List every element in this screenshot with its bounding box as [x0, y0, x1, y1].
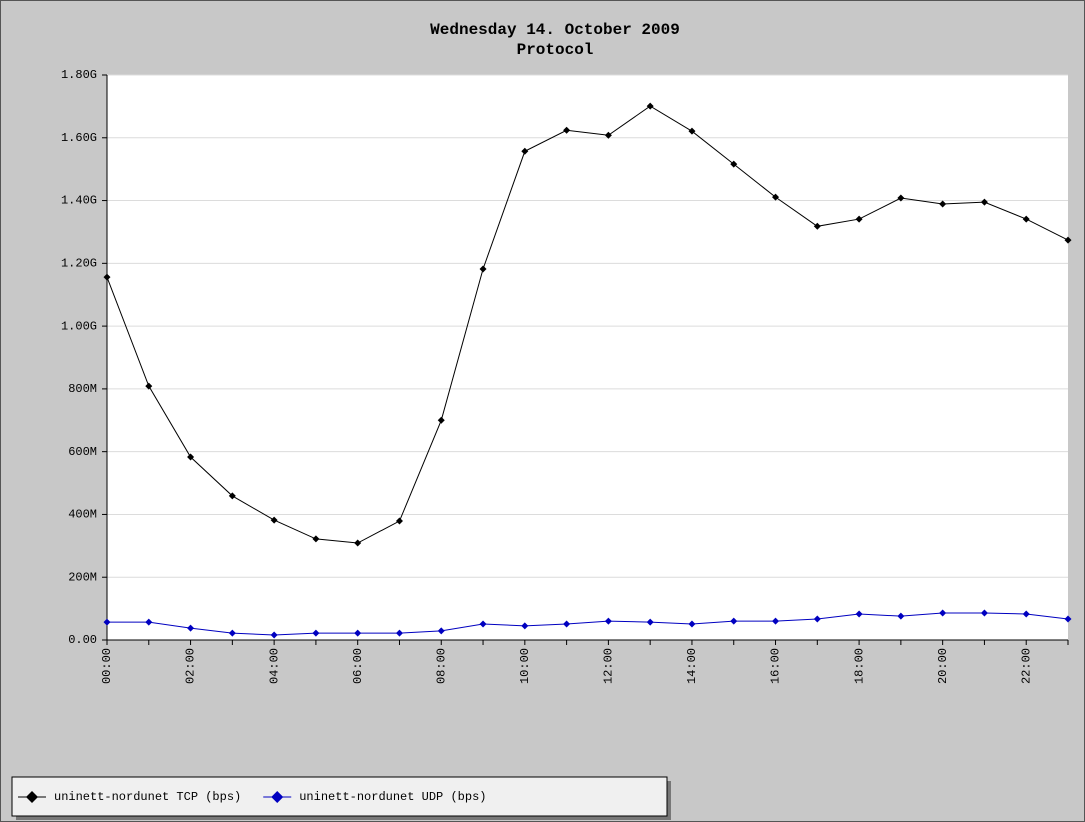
x-tick-label: 00:00	[100, 648, 114, 684]
point	[939, 200, 947, 208]
point	[855, 215, 863, 223]
legend-label: uninett-nordunet TCP (bps)	[54, 790, 241, 804]
x-tick-label: 14:00	[685, 648, 699, 684]
point	[855, 610, 863, 618]
x-tick-label: 04:00	[267, 648, 281, 684]
point	[1064, 236, 1072, 244]
chart-title: Wednesday 14. October 2009	[430, 21, 680, 39]
point	[228, 492, 236, 500]
series-line	[107, 612, 1069, 636]
y-tick-label: 1.00G	[61, 319, 97, 333]
x-tick-label: 08:00	[434, 648, 448, 684]
point	[187, 453, 195, 461]
y-tick-label: 0.00	[68, 633, 97, 647]
point	[730, 617, 738, 625]
y-tick-label: 1.60G	[61, 131, 97, 145]
point	[103, 273, 111, 281]
y-tick-label: 1.40G	[61, 194, 97, 208]
point	[604, 617, 612, 625]
point	[980, 198, 988, 206]
point	[521, 622, 529, 630]
point	[688, 127, 696, 135]
point	[521, 147, 529, 155]
point	[187, 624, 195, 632]
legend: uninett-nordunet TCP (bps) uninett-nordun…	[11, 776, 671, 820]
x-tick-label: 06:00	[351, 648, 365, 684]
point	[897, 194, 905, 202]
point	[479, 620, 487, 628]
y-tick-label: 1.80G	[61, 68, 97, 82]
point	[103, 618, 111, 626]
point	[270, 516, 278, 524]
y-tick-label: 600M	[68, 445, 97, 459]
point	[813, 222, 821, 230]
point	[479, 265, 487, 273]
point	[772, 193, 780, 201]
point	[1022, 610, 1030, 618]
legend-label: uninett-nordunet UDP (bps)	[299, 790, 486, 804]
point	[437, 627, 445, 635]
x-tick-label: 12:00	[602, 648, 616, 684]
point	[604, 131, 612, 139]
x-tick-label: 20:00	[936, 648, 950, 684]
legend-marker	[271, 791, 284, 803]
point	[312, 535, 320, 543]
series-line	[106, 105, 1069, 544]
point	[1064, 615, 1072, 623]
point	[354, 629, 362, 637]
point	[897, 612, 905, 620]
point	[395, 629, 403, 637]
point	[563, 126, 571, 134]
chart-subtitle: Protocol	[517, 41, 594, 59]
y-tick-label: 200M	[68, 570, 97, 584]
x-tick-label: 16:00	[769, 648, 783, 684]
point	[980, 609, 988, 617]
legend-box	[11, 776, 668, 817]
x-tick-label: 10:00	[518, 648, 532, 684]
point	[270, 631, 278, 639]
legend-marker	[26, 791, 38, 803]
y-tick-label: 1.20G	[61, 257, 97, 271]
point	[939, 609, 947, 617]
point	[145, 382, 153, 390]
point	[354, 539, 362, 547]
point	[395, 517, 403, 525]
point	[563, 620, 571, 628]
x-tick-label: 18:00	[852, 648, 866, 684]
point	[772, 617, 780, 625]
point	[228, 629, 236, 637]
x-tick-label: 02:00	[184, 648, 198, 684]
point	[646, 102, 654, 110]
point	[1022, 215, 1030, 223]
point	[730, 160, 738, 168]
plot-area	[107, 75, 1068, 640]
point	[312, 629, 320, 637]
point	[813, 615, 821, 623]
point	[646, 618, 654, 626]
x-tick-label: 22:00	[1019, 648, 1033, 684]
point	[437, 416, 445, 424]
y-tick-label: 800M	[68, 382, 97, 396]
y-tick-label: 400M	[68, 508, 97, 522]
point	[145, 618, 153, 626]
point	[688, 620, 696, 628]
